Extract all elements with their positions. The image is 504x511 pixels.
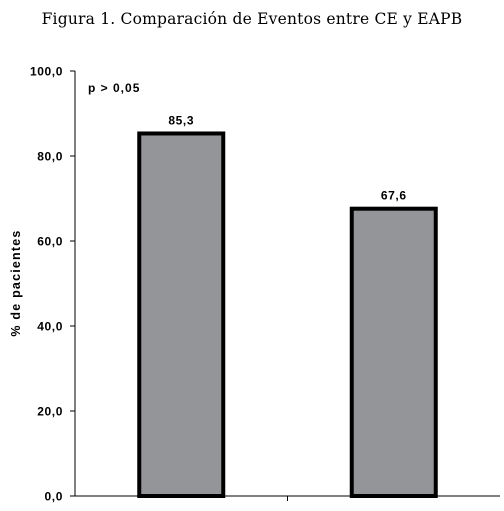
- bar: [137, 131, 226, 498]
- bar-value-label: 67,6: [381, 189, 407, 203]
- figure-title: Figura 1. Comparación de Eventos entre C…: [41, 10, 463, 28]
- y-tick-label: 80,0: [37, 150, 63, 164]
- bar-value-label: 85,3: [168, 113, 194, 127]
- y-tick-label: 0,0: [45, 490, 63, 504]
- bar: [349, 206, 438, 498]
- axes-layer: [70, 70, 500, 501]
- y-axis-title: % de pacientes: [9, 229, 23, 336]
- labels-layer: 0,0 20,0 40,0 60,0 80,0 100,0 85,3 67,6: [30, 65, 407, 504]
- y-tick-label: 60,0: [37, 235, 63, 249]
- y-tick-label: 40,0: [37, 320, 63, 334]
- y-tick-label: 100,0: [30, 65, 63, 79]
- y-tick-label: 20,0: [37, 405, 63, 419]
- p-value-annotation: p > 0,05: [88, 81, 140, 95]
